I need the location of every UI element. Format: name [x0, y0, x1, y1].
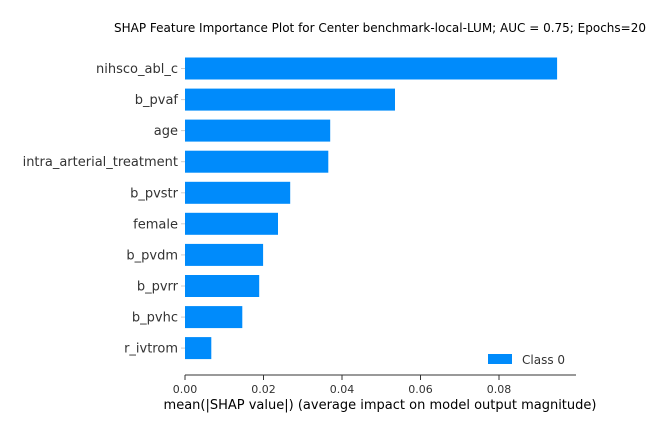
- x-axis-label: mean(|SHAP value|) (average impact on mo…: [164, 398, 597, 413]
- category-label: intra_arterial_treatment: [23, 155, 178, 170]
- x-tick-label: 0.00: [173, 383, 198, 396]
- bar-b-pvrr: [185, 275, 260, 297]
- x-tick-label: 0.04: [330, 383, 355, 396]
- category-label: female: [133, 217, 178, 232]
- x-tick-label: 0.02: [251, 383, 276, 396]
- bar-intra-arterial-treatment: [185, 150, 329, 173]
- bar-nihsco-abl-c: [185, 57, 558, 80]
- legend: Class 0: [488, 353, 565, 367]
- bar-age: [185, 119, 331, 142]
- bar-female: [185, 212, 278, 235]
- legend-label: Class 0: [522, 353, 565, 367]
- x-axis-ticks: 0.00 0.02 0.04 0.06 0.08: [173, 375, 512, 396]
- bar-b-pvstr: [185, 181, 291, 204]
- category-label: b_pvrr: [137, 280, 179, 295]
- category-label: b_pvstr: [130, 186, 179, 201]
- bar-r-ivtrom: [185, 337, 212, 360]
- bar-b-pvdm: [185, 243, 264, 266]
- category-label: b_pvaf: [135, 93, 179, 108]
- x-tick-label: 0.08: [487, 383, 512, 396]
- legend-swatch: [488, 354, 512, 364]
- category-label: nihsco_abl_c: [96, 62, 178, 77]
- category-label: age: [154, 124, 178, 139]
- chart-title: SHAP Feature Importance Plot for Center …: [114, 21, 646, 35]
- bars-layer: [185, 57, 558, 360]
- category-label: b_pvhc: [132, 311, 178, 326]
- category-label: r_ivtrom: [124, 342, 178, 357]
- x-tick-label: 0.06: [408, 383, 433, 396]
- category-label: b_pvdm: [126, 248, 178, 263]
- bar-b-pvhc: [185, 306, 243, 329]
- bar-b-pvaf: [185, 88, 395, 111]
